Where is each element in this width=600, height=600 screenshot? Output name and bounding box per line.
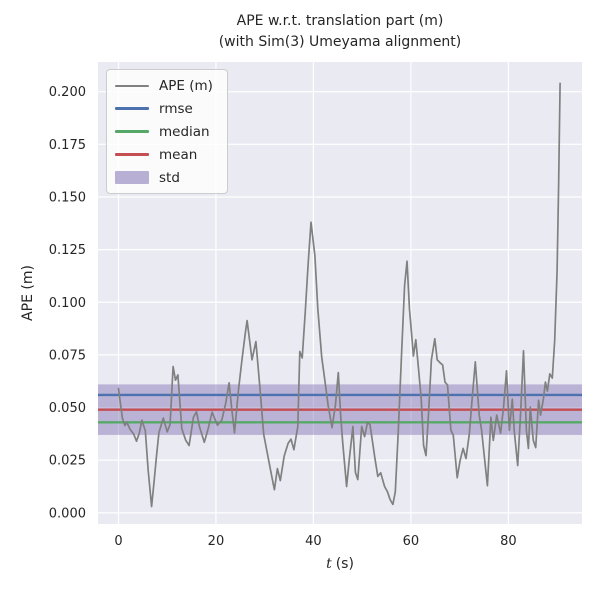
legend-swatch (115, 130, 149, 133)
x-tick-label: 80 (500, 534, 517, 549)
y-tick-label: 0.100 (49, 296, 86, 311)
y-axis-label: APE (m) (20, 265, 36, 321)
legend-label: rmse (159, 100, 193, 117)
y-tick-label: 0.200 (49, 85, 86, 100)
legend-label: median (159, 123, 210, 140)
y-tick-label: 0.075 (49, 348, 86, 363)
legend-swatch (115, 171, 149, 184)
chart-title-line1: APE w.r.t. translation part (m) (236, 13, 444, 29)
legend-swatch (115, 107, 149, 110)
x-tick-label: 40 (305, 534, 322, 549)
legend-item-rmse: rmse (115, 97, 213, 120)
legend-item-median: median (115, 120, 213, 143)
chart-title-line2: (with Sim(3) Umeyama alignment) (218, 34, 462, 50)
legend-swatch (115, 153, 149, 156)
x-tick-label: 20 (208, 534, 225, 549)
y-tick-label: 0.000 (49, 506, 86, 521)
legend-item-ape-m: APE (m) (115, 74, 213, 97)
x-tick-label: 60 (403, 534, 420, 549)
legend-label: mean (159, 146, 198, 163)
chart-title: APE w.r.t. translation part (m) (with Si… (98, 11, 582, 53)
legend-label: std (159, 169, 180, 186)
x-axis-label: t (s) (98, 556, 582, 572)
x-axis-label-variable: t (326, 556, 332, 572)
legend-item-mean: mean (115, 143, 213, 166)
legend-item-std: std (115, 166, 213, 189)
legend-swatch (115, 84, 149, 87)
y-tick-label: 0.150 (49, 190, 86, 205)
legend: APE (m) rmse median mean std (106, 69, 228, 194)
x-tick-label: 0 (114, 534, 122, 549)
y-tick-label: 0.050 (49, 401, 86, 416)
ape-series-line (117, 82, 561, 508)
x-axis-label-unit: (s) (335, 556, 354, 572)
y-tick-label: 0.175 (49, 138, 86, 153)
legend-label: APE (m) (159, 77, 213, 94)
y-tick-label: 0.025 (49, 454, 86, 469)
y-tick-label: 0.125 (49, 243, 86, 258)
